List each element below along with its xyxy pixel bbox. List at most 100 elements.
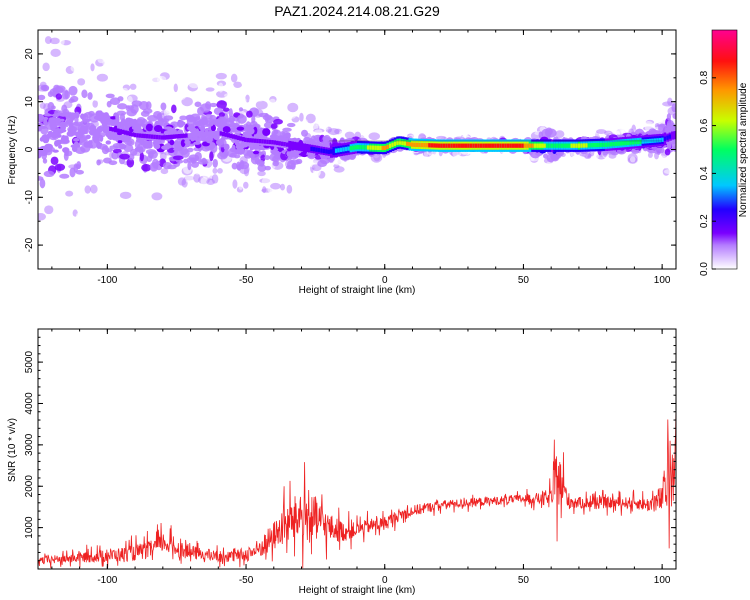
ridge-segment (381, 145, 385, 151)
ridge-segment (575, 143, 579, 148)
spectral-blob (101, 145, 110, 155)
spectral-blob (667, 125, 675, 129)
spectral-blob (177, 129, 184, 134)
ridge-segment (278, 141, 282, 146)
ridge-segment (587, 143, 591, 148)
ridge-segment (570, 143, 574, 148)
spectral-blob (62, 217, 69, 226)
spectral-blob (257, 170, 266, 177)
ridge-segment (224, 132, 228, 137)
ridge-segment (106, 125, 110, 131)
ridge-segment (256, 138, 260, 144)
spectral-blob (188, 78, 201, 89)
spectral-blob (127, 105, 135, 110)
ridge-segment (506, 143, 510, 148)
ridge-segment (295, 144, 299, 149)
spectral-blob (87, 92, 93, 100)
spectral-blob (51, 198, 60, 203)
ridge-segment (285, 142, 289, 147)
spectral-blob (43, 118, 48, 126)
spectral-blob (269, 134, 277, 139)
spectral-blob (84, 155, 97, 163)
ridge-segment (170, 134, 174, 139)
ridge-segment (371, 145, 375, 150)
ridge-segment (619, 141, 623, 146)
spectral-blob (90, 184, 98, 194)
ridge-segment (111, 127, 115, 132)
spectral-blob (38, 125, 48, 129)
ridge-segment (271, 140, 275, 145)
ridge-segment (477, 143, 481, 148)
spectral-blob (230, 172, 240, 179)
spectral-blob (55, 93, 63, 100)
spectral-blob (99, 163, 109, 172)
spectral-blob (176, 77, 183, 88)
spectral-blob (97, 142, 103, 146)
ridge-segment (501, 143, 505, 148)
spectral-blob (347, 160, 354, 166)
x-tick-label: 0 (382, 575, 388, 586)
spectral-blob (270, 171, 277, 182)
ridge-segment (442, 143, 446, 148)
ridge-segment (361, 145, 365, 150)
spectral-blob (73, 141, 80, 148)
ridge-segment (293, 143, 297, 149)
spectral-blob (105, 140, 112, 145)
ridge-segment (315, 147, 319, 152)
spectral-blob (107, 73, 114, 82)
ridge-segment (511, 143, 515, 148)
spectral-blob (125, 117, 132, 122)
spectral-blob (251, 114, 256, 124)
spectral-blob (631, 148, 640, 154)
spectral-blob (81, 69, 90, 79)
spectral-blob (191, 161, 200, 168)
spectral-blob (231, 162, 238, 170)
ridge-segment (143, 133, 147, 139)
ridge-segment (303, 145, 307, 150)
ridge-segment (153, 134, 157, 139)
ridge-segment (229, 133, 233, 139)
spectral-blob (181, 97, 193, 107)
spectral-blob (264, 155, 271, 161)
ridge-segment (430, 143, 434, 148)
spectral-blob (238, 183, 243, 190)
spectral-blob (116, 110, 127, 116)
spectral-blob (75, 169, 84, 175)
ridge-segment (116, 128, 120, 133)
spectral-blob (172, 155, 184, 161)
spectral-blob (126, 157, 135, 168)
spectral-blob (153, 125, 163, 133)
spectral-blob (76, 198, 84, 207)
spectral-blob (206, 93, 218, 102)
spectral-blob (61, 104, 68, 114)
ridge-segment (636, 139, 640, 145)
spectral-blob (252, 150, 260, 155)
spectral-blob (138, 146, 144, 154)
ridge-segment (533, 143, 537, 148)
ridge-segment (357, 145, 361, 150)
spectral-blob (38, 151, 42, 159)
ridge-segment (369, 145, 373, 150)
ridge-segment (209, 131, 213, 136)
y-tick-label: 5000 (24, 351, 35, 374)
spectral-blob (661, 163, 670, 169)
spectral-blob (200, 166, 210, 176)
ridge-segment (128, 131, 132, 137)
spectral-blob (246, 127, 255, 135)
colorbar-ticks: 0.0 0.2 0.4 0.6 0.8 (699, 70, 716, 276)
spectral-blob (538, 157, 546, 168)
snr-x-axis-label: Height of straight line (km) (299, 585, 416, 596)
spectral-blob (647, 152, 653, 158)
spectral-blob (71, 56, 83, 61)
ridge-segment (231, 134, 235, 139)
ridge-segment (487, 143, 491, 148)
x-tick-label: -100 (97, 575, 117, 586)
ridge-segment (408, 142, 412, 147)
ridge-segment (565, 143, 569, 148)
spectral-blob (70, 95, 79, 103)
spectral-blob (96, 159, 101, 166)
snr-panel: -100 -50 0 50 100 1000 2000 3000 4000 5000 Heigh… (7, 328, 677, 596)
spectral-blob (276, 96, 286, 103)
spectral-blob (160, 102, 167, 111)
ridge-segment (639, 139, 643, 144)
